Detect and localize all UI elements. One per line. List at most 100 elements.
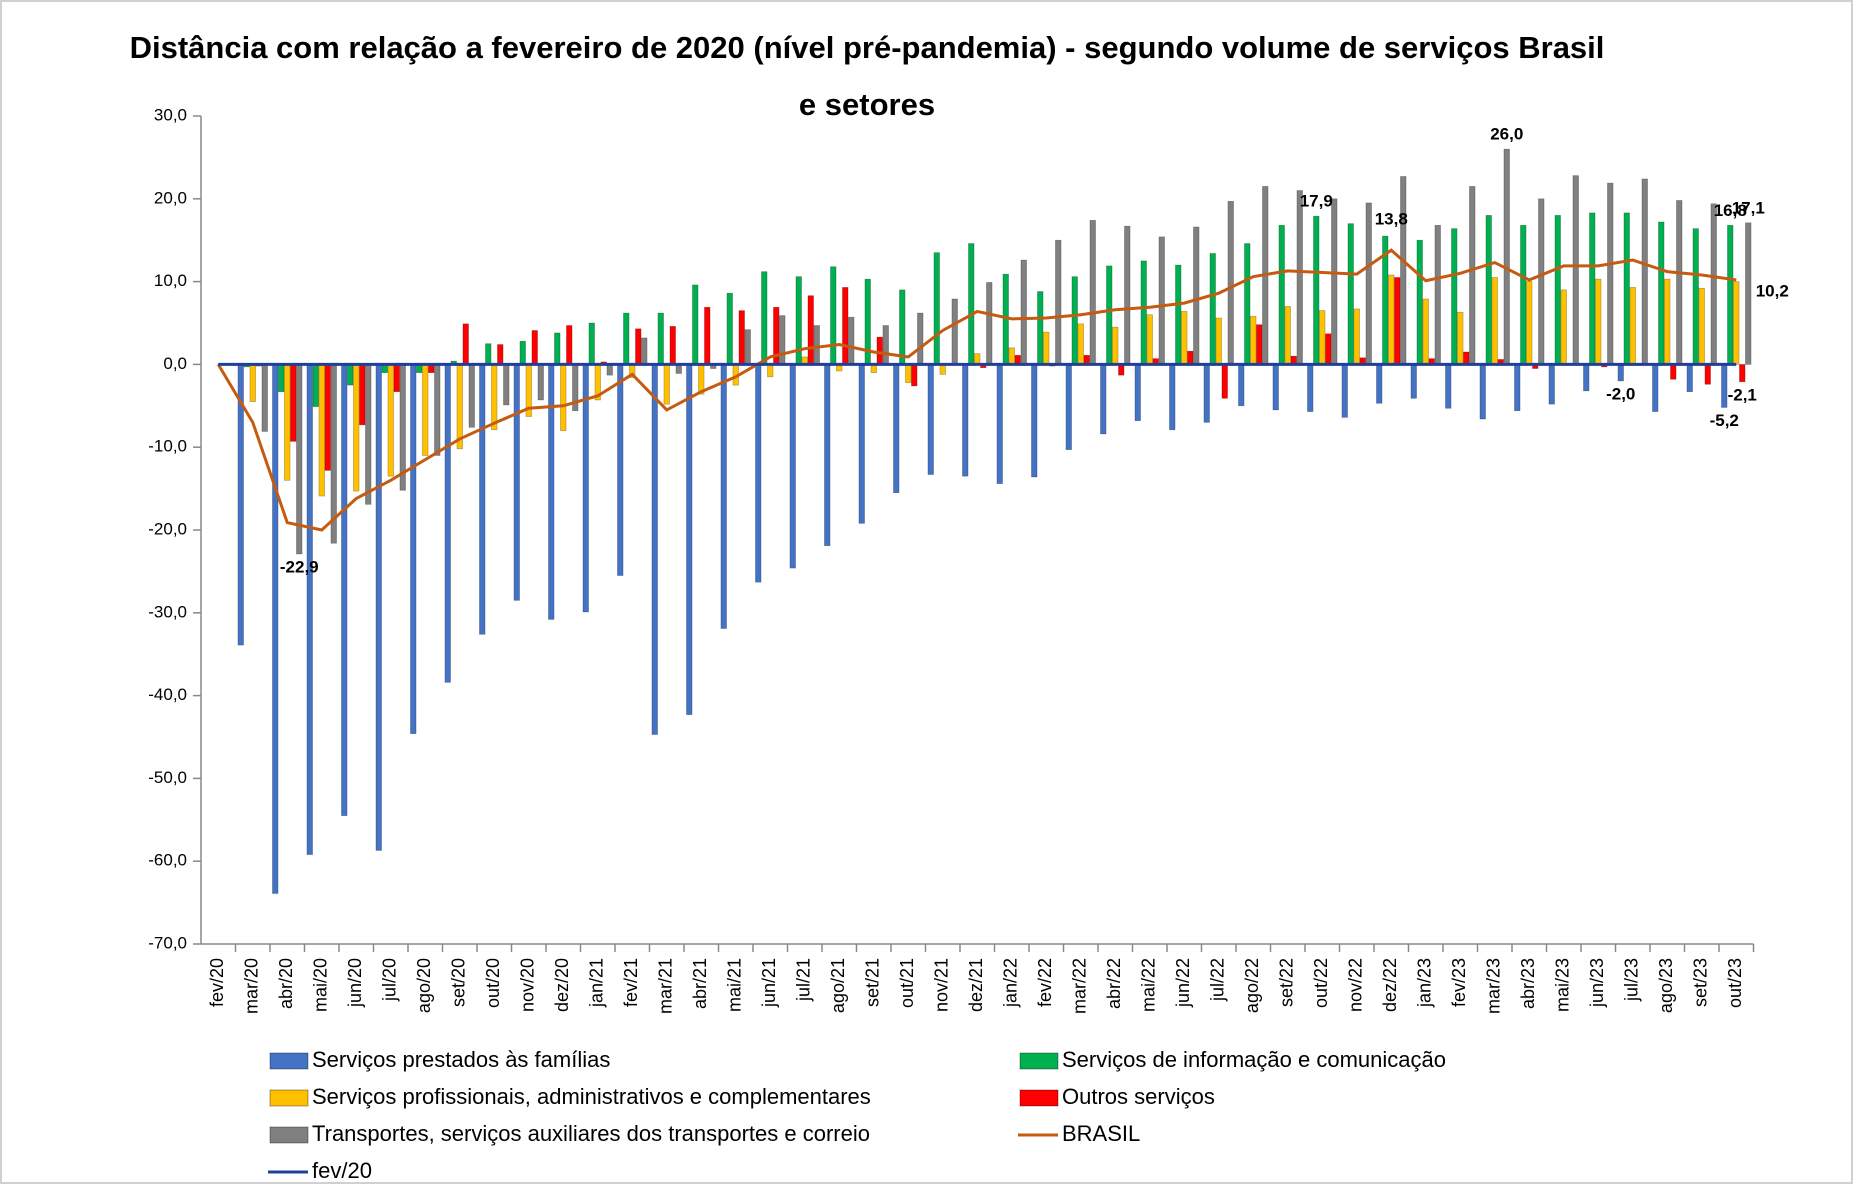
legend-swatch (269, 1052, 309, 1070)
bar (318, 364, 325, 497)
bar (324, 364, 331, 471)
bar (1416, 239, 1423, 365)
x-tick-label: nov/20 (518, 958, 538, 1012)
x-tick-label: abr/22 (1104, 958, 1124, 1009)
bar (290, 364, 297, 442)
data-label: 26,0 (1490, 125, 1523, 144)
x-tick-label: out/22 (1311, 958, 1331, 1008)
x-tick-label: mai/23 (1553, 958, 1573, 1012)
bar (720, 364, 727, 629)
bar (1469, 186, 1476, 365)
x-tick-label: mai/21 (725, 958, 745, 1012)
data-label: -22,9 (280, 557, 319, 576)
bar (1733, 281, 1740, 365)
bar (1221, 364, 1228, 399)
bar (548, 364, 555, 620)
bar (375, 364, 382, 851)
bar (588, 322, 595, 365)
bar (1670, 364, 1677, 380)
legend-label: Transportes, serviços auxiliares dos tra… (312, 1121, 870, 1146)
bar (1209, 253, 1216, 365)
bar (462, 323, 469, 365)
bar (1434, 224, 1441, 365)
bar (738, 310, 745, 365)
bar (1008, 347, 1015, 365)
x-tick-label: out/20 (483, 958, 503, 1008)
bar (1124, 225, 1131, 365)
bar (434, 364, 441, 456)
bar (479, 364, 486, 635)
x-tick-label: jul/20 (380, 958, 400, 1002)
bar (1313, 215, 1320, 365)
x-tick-label: jun/22 (1173, 958, 1193, 1008)
x-tick-label: mai/22 (1139, 958, 1159, 1012)
bar (1463, 351, 1470, 365)
bar (387, 364, 394, 477)
bar (1065, 364, 1072, 450)
bar (1215, 317, 1222, 365)
bar (663, 364, 670, 405)
bar (807, 295, 814, 365)
bar (1652, 364, 1659, 412)
bar (284, 364, 291, 481)
bar (1514, 364, 1521, 412)
bar (606, 364, 613, 376)
bar (917, 312, 924, 365)
x-tick-label: ago/20 (414, 958, 434, 1013)
bar (491, 364, 498, 431)
bar (497, 344, 504, 365)
x-tick-label: jan/22 (1001, 958, 1021, 1008)
bar (1100, 364, 1107, 435)
legend-label: Serviços de informação e comunicação (1062, 1047, 1446, 1072)
bar (1376, 364, 1383, 404)
bar (1256, 324, 1263, 365)
bar (962, 364, 969, 477)
bar (1187, 350, 1194, 365)
x-tick-label: nov/22 (1346, 958, 1366, 1012)
data-label: 16,8 (1714, 201, 1747, 220)
x-tick-label: set/21 (863, 958, 883, 1007)
x-tick-label: nov/21 (932, 958, 952, 1012)
y-tick-label: -40,0 (148, 685, 187, 704)
x-tick-label: fev/23 (1449, 958, 1469, 1007)
bar (779, 315, 786, 365)
bar (767, 364, 774, 378)
bar (726, 292, 733, 365)
bar (1410, 364, 1417, 399)
x-tick-label: mar/22 (1070, 958, 1090, 1014)
bar (1118, 364, 1125, 376)
bar (306, 364, 313, 855)
bar (1658, 221, 1665, 365)
bar (1388, 274, 1395, 365)
bar (1193, 226, 1200, 365)
bar (1445, 364, 1452, 409)
bar (813, 325, 820, 365)
bar (1341, 364, 1348, 418)
x-tick-label: ago/23 (1656, 958, 1676, 1013)
bar (1169, 364, 1176, 431)
bar (974, 353, 981, 365)
bar (1485, 215, 1492, 365)
bar (824, 364, 831, 547)
x-tick-label: abr/23 (1518, 958, 1538, 1009)
x-tick-label: jul/23 (1622, 958, 1642, 1002)
legend-swatch (269, 1126, 309, 1144)
y-tick-label: 20,0 (154, 188, 187, 207)
bar (1031, 364, 1038, 478)
bar (1140, 260, 1147, 365)
bar (359, 364, 366, 426)
bar (635, 328, 642, 365)
x-tick-label: set/20 (449, 958, 469, 1007)
bar (347, 364, 354, 386)
bar (1112, 326, 1119, 365)
bar (1548, 364, 1555, 405)
data-label: -2,1 (1728, 385, 1757, 404)
y-tick-label: -10,0 (148, 437, 187, 456)
bar (933, 252, 940, 365)
bar (1457, 311, 1464, 365)
bar (744, 329, 751, 365)
x-tick-label: mai/20 (311, 958, 331, 1012)
bar (996, 364, 1003, 484)
y-tick-label: -70,0 (148, 933, 187, 952)
